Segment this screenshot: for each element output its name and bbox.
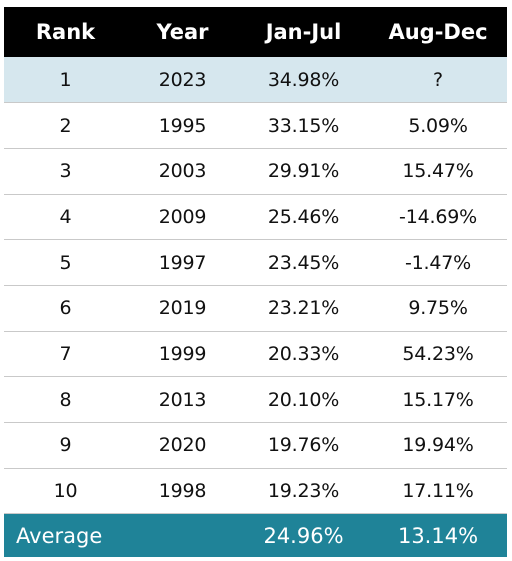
cell-year: 1995 (158, 114, 207, 137)
header-year: Year (156, 20, 209, 44)
header-jan-jul: Jan-Jul (265, 20, 342, 44)
cell-jan-jul: 23.45% (267, 251, 340, 274)
table-row: 9 2020 19.76% 19.94% (4, 423, 507, 469)
cell-jan-jul: 25.46% (267, 205, 340, 228)
average-aug-dec: 13.14% (397, 523, 479, 548)
cell-jan-jul: 20.10% (267, 388, 340, 411)
table-row: 6 2019 23.21% 9.75% (4, 285, 507, 332)
average-label: Average (16, 523, 103, 548)
table-row: 10 1998 19.23% 17.11% (4, 468, 507, 514)
table-header-row: Rank Year Jan-Jul Aug-Dec (4, 7, 507, 57)
cell-rank: 10 (53, 480, 78, 503)
table-row: 1 2023 34.98% ? (4, 57, 507, 103)
average-row: Average 24.96% 13.14% (4, 513, 507, 557)
cell-rank: 6 (59, 297, 72, 320)
header-aug-dec: Aug-Dec (388, 20, 488, 44)
cell-rank: 1 (59, 68, 72, 91)
cell-rank: 9 (59, 434, 72, 457)
cell-aug-dec: -1.47% (404, 251, 471, 274)
table-row: 2 1995 33.15% 5.09% (4, 103, 507, 149)
cell-year: 2003 (158, 160, 207, 183)
cell-aug-dec: 5.09% (408, 114, 468, 137)
cell-rank: 8 (59, 388, 72, 411)
cell-aug-dec: ? (433, 68, 443, 91)
cell-year: 2020 (158, 434, 207, 457)
cell-year: 2023 (158, 68, 207, 91)
cell-jan-jul: 33.15% (267, 114, 340, 137)
cell-aug-dec: 9.75% (408, 297, 468, 320)
cell-aug-dec: 54.23% (402, 342, 474, 365)
cell-jan-jul: 19.23% (267, 480, 340, 503)
table-row: 4 2009 25.46% -14.69% (4, 194, 507, 240)
average-jan-jul: 24.96% (263, 523, 344, 548)
cell-year: 1998 (158, 480, 207, 503)
cell-aug-dec: 15.17% (402, 388, 474, 411)
cell-year: 1999 (158, 342, 207, 365)
cell-aug-dec: 15.47% (402, 160, 474, 183)
header-rank: Rank (35, 20, 96, 44)
cell-rank: 7 (59, 342, 72, 365)
cell-rank: 2 (59, 114, 72, 137)
cell-aug-dec: -14.69% (399, 205, 477, 228)
table-row: 5 1997 23.45% -1.47% (4, 240, 507, 286)
cell-rank: 3 (59, 160, 72, 183)
ranking-table: Rank Year Jan-Jul Aug-Dec 1 2023 34.98% … (4, 7, 507, 557)
cell-jan-jul: 19.76% (267, 434, 340, 457)
cell-year: 1997 (158, 251, 207, 274)
cell-rank: 5 (59, 251, 72, 274)
cell-jan-jul: 29.91% (267, 160, 340, 183)
cell-jan-jul: 23.21% (267, 297, 340, 320)
cell-jan-jul: 34.98% (267, 68, 340, 91)
cell-year: 2013 (158, 388, 207, 411)
cell-year: 2009 (158, 205, 207, 228)
cell-aug-dec: 19.94% (402, 434, 474, 457)
cell-rank: 4 (59, 205, 72, 228)
table-row: 3 2003 29.91% 15.47% (4, 148, 507, 195)
cell-aug-dec: 17.11% (402, 480, 474, 503)
cell-year: 2019 (158, 297, 207, 320)
ranking-table-container: Rank Year Jan-Jul Aug-Dec 1 2023 34.98% … (4, 7, 507, 557)
table-row: 7 1999 20.33% 54.23% (4, 331, 507, 377)
cell-jan-jul: 20.33% (267, 342, 340, 365)
table-row: 8 2013 20.10% 15.17% (4, 377, 507, 423)
